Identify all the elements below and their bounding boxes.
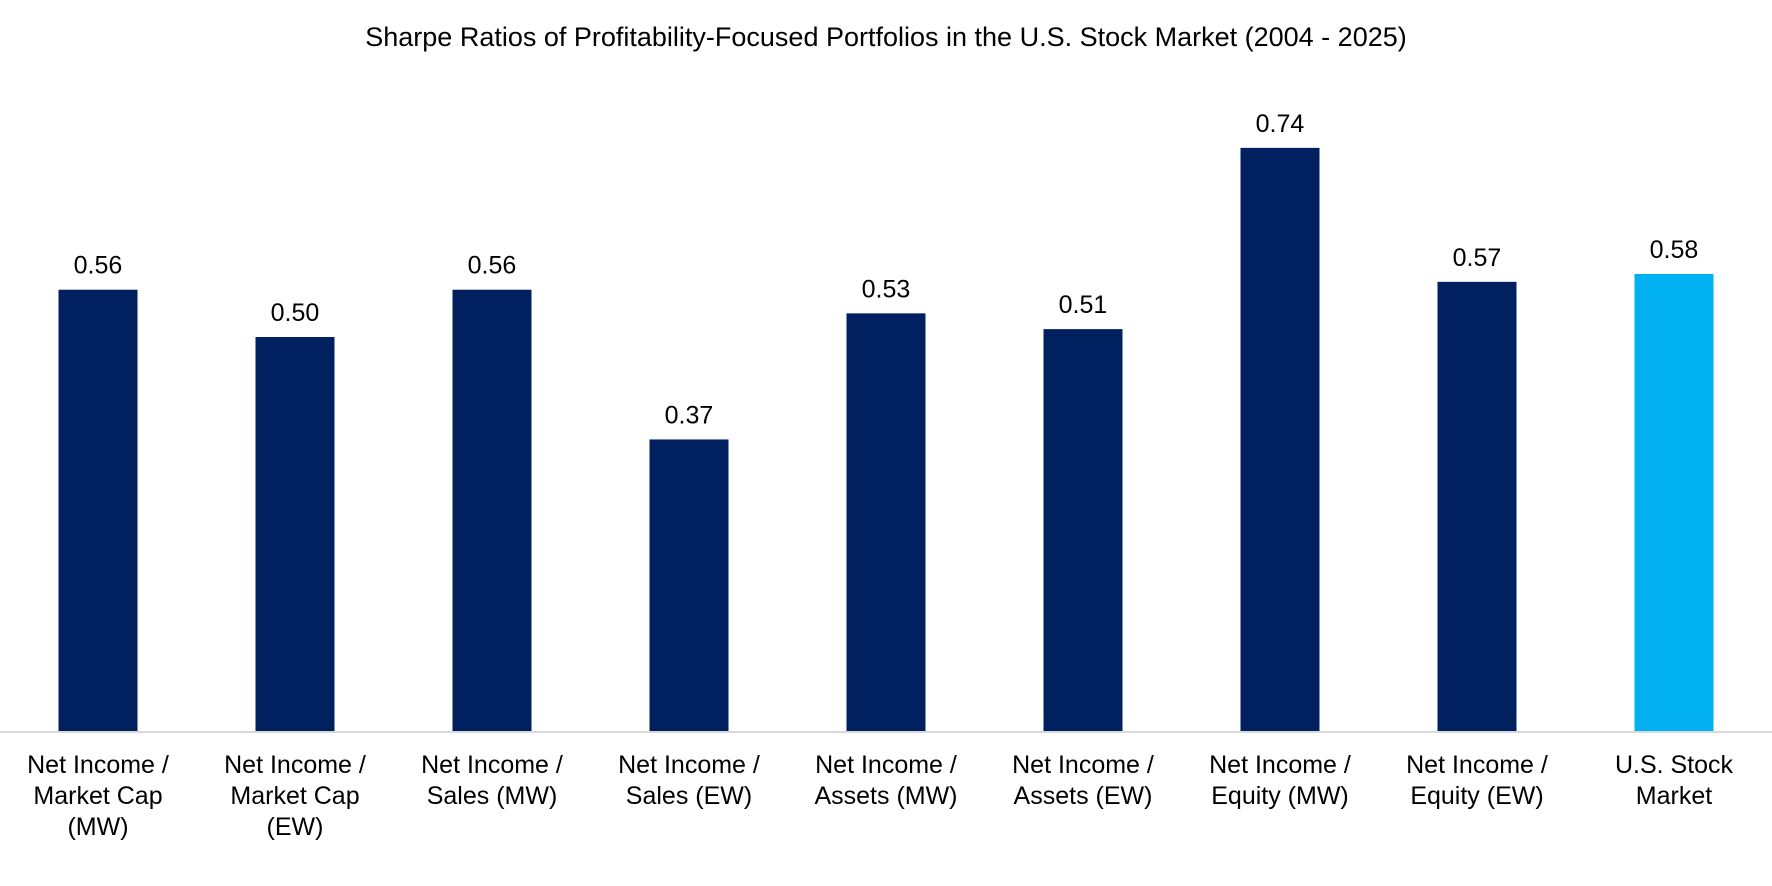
bar [255,337,335,731]
data-label: 0.58 [1650,236,1699,264]
data-label: 0.56 [468,252,517,280]
data-label: 0.37 [665,401,714,429]
category-labels: Net Income / Market Cap (MW) Net Income / Ma… [27,751,1733,841]
category-label: Net Income / [1012,751,1154,779]
bar [649,439,729,731]
data-label: 0.50 [271,299,320,327]
category-label: Assets (MW) [814,782,957,810]
category-label: Equity (MW) [1211,782,1349,810]
category-label: Net Income / [1406,751,1548,779]
bar [452,289,532,731]
category-label: Net Income / [1209,751,1351,779]
category-label: Net Income / [618,751,760,779]
category-label: Net Income / [27,751,169,779]
category-label: Market Cap [33,782,162,810]
category-label: Net Income / [224,751,366,779]
bars-group: 0.56 0.50 0.56 0.37 0.53 0.51 0.74 0.57 0.58 [58,110,1714,731]
data-label: 0.57 [1453,244,1502,272]
bar [846,313,926,731]
category-label: (MW) [67,813,128,841]
bar [58,289,138,731]
chart-title: Sharpe Ratios of Profitability-Focused P… [365,22,1406,52]
bar [1437,281,1517,731]
category-label: Sales (EW) [626,782,752,810]
data-label: 0.56 [74,252,123,280]
category-label: (EW) [267,813,324,841]
category-label: Assets (EW) [1014,782,1153,810]
category-label: Net Income / [421,751,563,779]
category-label: U.S. Stock [1615,751,1734,779]
category-label: Equity (EW) [1410,782,1543,810]
category-label: Sales (MW) [427,782,558,810]
bar [1634,273,1714,731]
category-label: Market [1636,782,1712,810]
data-label: 0.74 [1256,110,1305,138]
data-label: 0.51 [1059,291,1108,319]
data-label: 0.53 [862,275,911,303]
bar [1043,329,1123,731]
bar [1240,147,1320,731]
category-label: Market Cap [230,782,359,810]
category-label: Net Income / [815,751,957,779]
